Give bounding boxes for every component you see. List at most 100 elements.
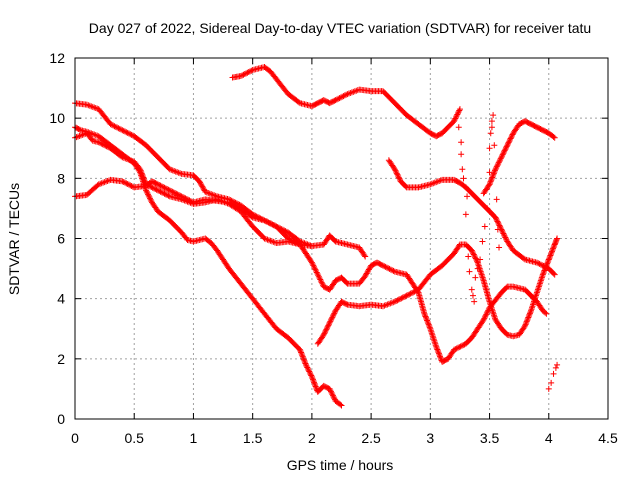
data-point <box>550 133 557 140</box>
data-point <box>533 259 540 266</box>
data-point <box>328 315 335 322</box>
data-point <box>119 127 126 134</box>
data-point <box>433 345 440 352</box>
data-point <box>544 260 551 267</box>
data-point <box>433 179 440 186</box>
data-point <box>118 153 125 160</box>
data-point <box>186 197 193 204</box>
data-point <box>137 166 144 173</box>
y-tick-label: 6 <box>57 231 65 247</box>
data-point <box>403 292 410 299</box>
data-point <box>208 191 215 198</box>
data-point <box>307 242 314 249</box>
data-point <box>310 377 317 384</box>
data-point <box>503 144 510 151</box>
data-point <box>160 184 167 191</box>
data-point <box>299 352 306 359</box>
data-point <box>138 170 145 177</box>
data-point <box>483 311 490 318</box>
data-point <box>361 252 368 259</box>
data-point <box>525 313 532 320</box>
data-point <box>140 175 147 182</box>
data-point <box>118 126 125 133</box>
data-point <box>458 151 465 158</box>
data-point <box>427 181 434 188</box>
data-point <box>353 87 360 94</box>
data-point <box>493 196 500 203</box>
data-point <box>551 271 558 278</box>
data-point <box>548 379 555 386</box>
data-point <box>124 129 131 136</box>
data-point <box>243 70 250 77</box>
data-point <box>493 215 500 222</box>
data-point <box>323 326 330 333</box>
data-point <box>362 253 369 260</box>
data-point <box>337 94 344 101</box>
data-point <box>245 69 252 76</box>
data-point <box>536 260 543 267</box>
data-point <box>174 191 181 198</box>
data-point <box>472 255 479 262</box>
data-point <box>100 141 107 148</box>
x-tick-label: 4 <box>545 430 553 446</box>
data-point <box>458 342 465 349</box>
data-point <box>364 269 371 276</box>
data-point <box>425 321 432 328</box>
data-point <box>406 291 413 298</box>
data-point <box>237 73 244 80</box>
data-point <box>501 147 508 154</box>
data-point <box>305 367 312 374</box>
data-point <box>306 369 313 376</box>
data-point <box>111 123 118 130</box>
data-point <box>501 233 508 240</box>
data-point <box>308 373 315 380</box>
data-point <box>275 224 282 231</box>
data-point <box>91 131 98 138</box>
data-point <box>261 217 268 224</box>
data-point <box>474 265 481 272</box>
data-point <box>546 253 553 260</box>
data-point <box>143 188 150 195</box>
data-point <box>499 227 506 234</box>
data-point <box>95 181 102 188</box>
data-point <box>455 108 462 115</box>
data-point <box>344 91 351 98</box>
data-point <box>382 302 389 309</box>
data-point <box>162 185 169 192</box>
data-point <box>335 95 342 102</box>
data-point <box>542 266 549 273</box>
data-point <box>169 188 176 195</box>
data-point <box>423 314 430 321</box>
data-point <box>168 166 175 173</box>
data-marks <box>72 64 561 409</box>
data-point <box>309 260 316 267</box>
data-point <box>454 344 461 351</box>
data-point <box>541 267 548 274</box>
y-tick-label: 2 <box>57 351 65 367</box>
data-point <box>464 193 471 200</box>
data-point <box>451 116 458 123</box>
data-point <box>503 235 510 242</box>
data-point <box>436 177 443 184</box>
data-point <box>274 224 281 231</box>
data-point <box>147 196 154 203</box>
data-point <box>462 184 469 191</box>
data-point <box>407 290 414 297</box>
data-point <box>76 126 83 133</box>
data-point <box>86 102 93 109</box>
data-point <box>491 142 498 149</box>
data-point <box>385 265 392 272</box>
data-point <box>392 167 399 174</box>
data-point <box>543 262 550 269</box>
data-point <box>469 248 476 255</box>
data-point <box>488 118 495 125</box>
x-tick-label: 0.5 <box>124 430 144 446</box>
data-point <box>156 182 163 189</box>
data-point <box>322 327 329 334</box>
data-point <box>345 90 352 97</box>
y-tick-label: 12 <box>49 50 65 66</box>
data-point <box>424 318 431 325</box>
data-point <box>404 291 411 298</box>
data-point <box>264 236 271 243</box>
data-point <box>146 194 153 201</box>
